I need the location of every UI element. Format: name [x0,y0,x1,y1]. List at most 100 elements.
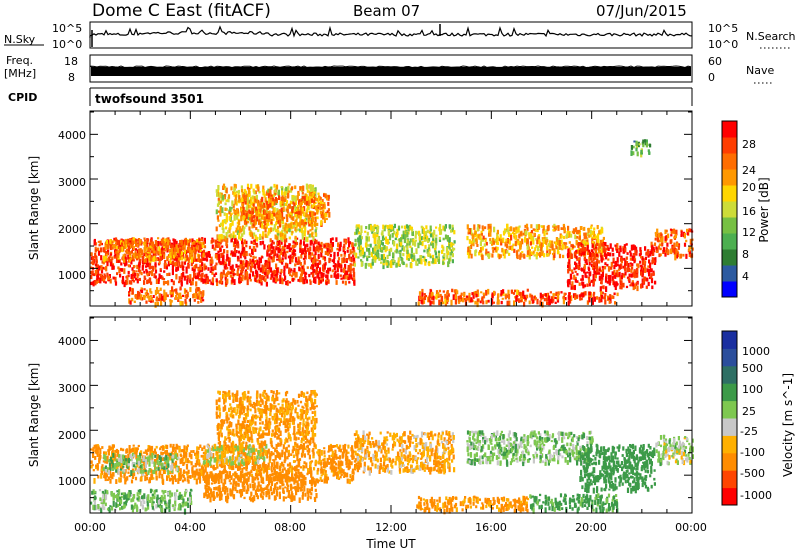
scatter-cell [161,246,164,251]
scatter-cell [176,247,180,254]
scatter-cell [238,220,241,226]
scatter-cell [567,264,570,269]
scatter-cell [97,247,100,252]
scatter-cell [531,295,534,301]
scatter-cell [312,243,315,246]
scatter-cell [661,242,664,247]
scatter-cell [281,257,284,260]
scatter-cell [411,233,414,236]
scatter-cell [186,258,189,261]
scatter-cell [288,267,291,273]
scatter-cell [617,268,621,271]
scatter-cell [404,234,407,239]
scatter-cell [326,247,329,251]
scatter-cell [288,249,291,253]
scatter-cell [308,448,311,453]
scatter-cell [198,244,201,250]
scatter-cell [171,269,174,276]
scatter-cell [202,290,205,296]
scatter-cell [233,183,236,188]
scatter-cell [633,140,636,143]
scatter-cell [317,262,320,265]
scatter-cell [310,239,313,245]
scatter-cell [289,273,292,277]
scatter-cell [669,239,672,245]
scatter-cell [336,251,340,257]
scatter-cell [347,237,350,244]
scatter-cell [625,261,629,266]
scatter-cell [181,301,184,306]
scatter-cell [259,241,262,246]
scatter-cell [510,234,513,241]
scatter-cell [111,256,114,261]
power-cbar-tick-8: 8 [742,248,749,261]
scatter-cell [150,297,153,302]
scatter-cell [392,252,395,257]
scatter-cell [147,252,150,258]
scatter-cell [195,247,198,252]
scatter-cell [333,265,336,271]
scatter-cell [403,246,406,252]
scatter-cell [195,478,198,485]
scatter-cell [133,300,136,303]
scatter-cell [167,255,170,259]
scatter-cell [603,296,606,300]
scatter-cell [634,249,637,254]
scatter-cell [139,289,142,292]
scatter-cell [343,247,346,251]
scatter-cell [269,267,273,273]
scatter-cell [485,248,488,255]
scatter-cell [371,262,374,266]
scatter-cell [439,229,443,235]
scatter-cell [489,241,492,244]
scatter-cell [339,241,342,247]
scatter-cell [202,255,205,261]
scatter-cell [286,250,289,254]
scatter-cell [411,241,415,246]
scatter-cell [270,199,273,203]
scatter-cell [209,270,212,273]
scatter-cell [631,263,634,267]
scatter-cell [624,271,627,276]
scatter-cell [429,225,432,232]
scatter-cell [341,280,345,284]
scatter-cell [261,264,264,270]
scatter-cell [434,258,437,264]
scatter-cell [546,245,549,251]
scatter-cell [278,210,281,214]
scatter-cell [581,268,584,272]
power-colorbar-segment [722,249,737,266]
scatter-cell [189,277,192,284]
scatter-cell [308,273,311,278]
scatter-cell [576,273,579,276]
scatter-cell [226,250,229,254]
scatter-cell [300,273,303,278]
power-colorbar-segment [722,217,737,234]
station-title: Dome C East (fitACF) [92,1,271,21]
scatter-cell [266,272,269,279]
scatter-cell [537,224,541,230]
scatter-cell [316,259,319,262]
scatter-cell [253,232,256,237]
scatter-cell [263,244,266,250]
scatter-cell [446,291,449,295]
scatter-cell [315,270,318,275]
scatter-cell [136,253,139,256]
scatter-cell [190,281,193,284]
scatter-cell [491,293,494,299]
scatter-cell [274,274,278,277]
scatter-cell [138,277,141,281]
scatter-cell [594,248,597,254]
scatter-cell [557,294,560,299]
scatter-cell [402,230,405,235]
noise-right-tick-bottom: 10^0 [708,38,738,51]
scatter-cell [189,274,192,280]
scatter-cell [520,299,523,303]
scatter-cell [311,272,315,278]
scatter-cell [95,255,98,262]
scatter-cell [647,281,650,287]
scatter-cell [195,258,198,261]
scatter-cell [315,268,318,273]
scatter-cell [279,201,282,206]
scatter-cell [651,285,654,290]
